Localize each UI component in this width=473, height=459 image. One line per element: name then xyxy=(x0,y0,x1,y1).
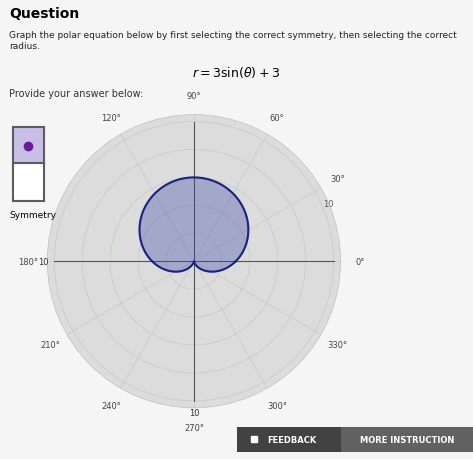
Text: Question: Question xyxy=(9,6,80,21)
FancyBboxPatch shape xyxy=(13,163,44,202)
Text: Symmetry: Symmetry xyxy=(9,211,57,220)
Polygon shape xyxy=(140,178,248,272)
Text: FEEDBACK: FEEDBACK xyxy=(267,435,316,444)
Text: Provide your answer below:: Provide your answer below: xyxy=(9,89,144,99)
Text: MORE INSTRUCTION: MORE INSTRUCTION xyxy=(359,435,454,444)
FancyBboxPatch shape xyxy=(236,427,350,452)
Text: 10: 10 xyxy=(189,408,199,417)
Text: $r = 3\sin(\theta) + 3$: $r = 3\sin(\theta) + 3$ xyxy=(193,64,280,79)
Text: Graph the polar equation below by first selecting the correct symmetry, then sel: Graph the polar equation below by first … xyxy=(9,31,457,51)
FancyBboxPatch shape xyxy=(13,127,44,165)
FancyBboxPatch shape xyxy=(341,427,473,452)
Text: 10: 10 xyxy=(38,257,48,266)
